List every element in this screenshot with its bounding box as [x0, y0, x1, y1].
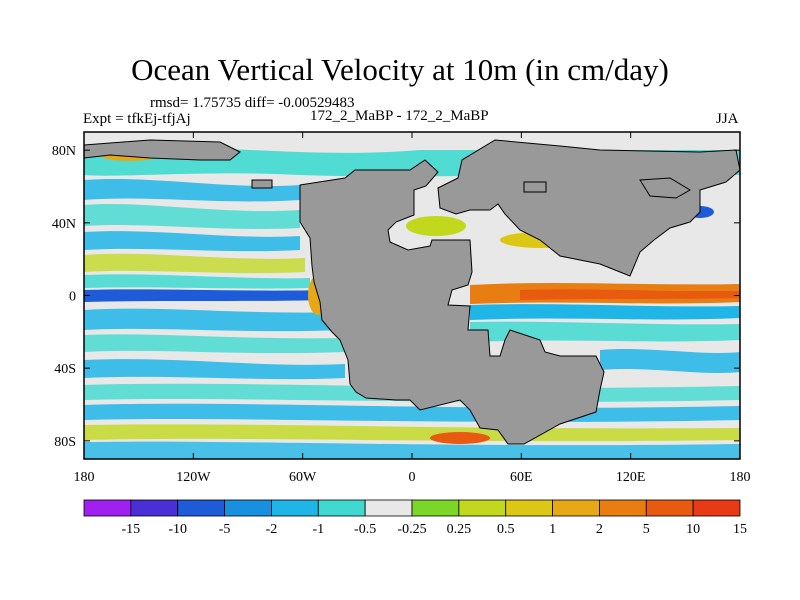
colorbar-swatch [505, 499, 553, 517]
colorbar-swatch [599, 499, 647, 517]
colorbar-label: -2 [266, 522, 278, 537]
colorbar-label: -0.25 [397, 522, 426, 537]
lat-tick-label: 40S [54, 362, 76, 377]
plot-title: Ocean Vertical Velocity at 10m (in cm/da… [131, 52, 669, 87]
island-1 [251, 179, 273, 189]
latitude-axis: 80N 40N 0 40S 80S [52, 144, 740, 450]
lon-tick-label: 180 [730, 470, 751, 485]
colorbar-swatch [552, 499, 600, 517]
colorbar-label: 15 [733, 522, 747, 537]
colorbar-swatch [83, 499, 132, 517]
colorbar-swatch [364, 499, 413, 517]
lat-tick-label: 40N [52, 217, 76, 232]
colorbar: -15 -10 -5 -2 -1 -0.5 -0.25 0.25 0.5 1 2 5 10 15 [83, 499, 747, 537]
land-masses [84, 139, 740, 445]
colorbar-swatch [271, 499, 319, 517]
lon-tick-label: 120W [176, 470, 211, 485]
lat-tick-label: 80S [54, 435, 76, 450]
center-label: 172_2_MaBP - 172_2_MaBP [310, 108, 489, 124]
colorbar-label: -10 [168, 522, 187, 537]
lon-tick-label: 60E [510, 470, 533, 485]
colorbar-swatch [411, 499, 460, 517]
colorbar-label: -5 [219, 522, 231, 537]
lat-tick-label: 80N [52, 144, 76, 159]
continent-north [437, 139, 740, 277]
map-field [84, 132, 740, 459]
colorbar-label: 2 [596, 522, 603, 537]
island-2 [523, 181, 547, 193]
colorbar-label: 10 [686, 522, 700, 537]
colorbar-swatch [458, 499, 507, 517]
longitude-axis: 180 120W 60W 0 60E 120E 180 [74, 132, 751, 485]
lat-tick-label: 0 [69, 290, 76, 305]
lon-tick-label: 60W [289, 470, 317, 485]
lon-tick-label: 180 [74, 470, 95, 485]
colorbar-label: 5 [643, 522, 650, 537]
lon-tick-label: 120E [616, 470, 646, 485]
colorbar-swatch [130, 499, 179, 517]
arctic-island [84, 139, 241, 161]
stats-line: rmsd= 1.75735 diff= -0.00529483 [150, 95, 355, 111]
colorbar-swatch [692, 499, 741, 517]
colorbar-swatch [224, 499, 272, 517]
colorbar-label: -15 [122, 522, 141, 537]
experiment-label: Expt = tfkEj-tfjAj [83, 111, 191, 127]
colorbar-swatch [317, 499, 366, 517]
colorbar-label: 0.25 [447, 522, 472, 537]
colorbar-label: -0.5 [354, 522, 376, 537]
colorbar-swatch [177, 499, 225, 517]
arctic-island-east [639, 177, 691, 199]
colorbar-label: -1 [312, 522, 324, 537]
colorbar-label: 1 [549, 522, 556, 537]
continent-west [299, 159, 605, 445]
lon-tick-label: 0 [409, 470, 416, 485]
colorbar-label: 0.5 [497, 522, 515, 537]
colorbar-swatch [645, 499, 694, 517]
season-label: JJA [716, 111, 739, 127]
